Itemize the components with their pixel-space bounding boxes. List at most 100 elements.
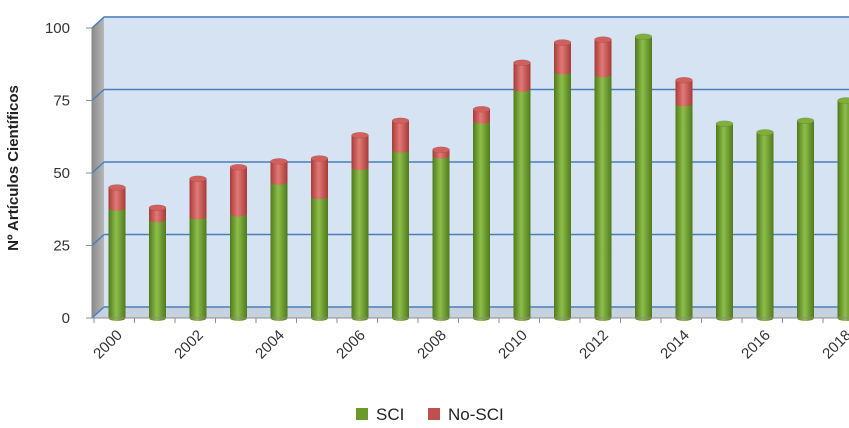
bar-group-2017 <box>796 117 815 321</box>
x-tick-label: 2012 <box>576 327 612 363</box>
bar-group-2003 <box>229 163 248 321</box>
bar-cap-2003 <box>229 163 248 171</box>
bar-sci-2010 <box>513 88 531 319</box>
bar-group-2001 <box>148 204 167 321</box>
bar-no-sci-2007 <box>392 120 409 150</box>
bar-no-sci-2003 <box>230 167 247 214</box>
bar-sci-2002 <box>189 216 207 318</box>
bar-cap-2005 <box>310 155 329 162</box>
gridline-depth <box>91 88 105 102</box>
bar-sci-2005 <box>311 196 328 318</box>
bar-no-sci-2014 <box>675 80 693 104</box>
gridline-depth <box>91 233 105 247</box>
bar-group-2016 <box>756 129 774 321</box>
bar-sci-2012 <box>594 74 612 319</box>
bar-base-no-sci-2011 <box>554 68 571 75</box>
x-tick-label: 2004 <box>252 327 288 363</box>
legend-label-sci: SCI <box>376 405 404 424</box>
bar-no-sci-2000 <box>108 187 126 208</box>
x-tick-label: 2002 <box>171 327 207 363</box>
bar-group-2011 <box>553 39 572 321</box>
bar-group-2015 <box>715 120 734 321</box>
bar-group-2000 <box>108 184 126 321</box>
bar-sci-2011 <box>554 71 571 318</box>
bar-base-no-sci-2005 <box>311 193 328 200</box>
bar-base-no-sci-2001 <box>149 216 166 223</box>
legend-item-no-sci: No-SCI <box>428 405 504 424</box>
bar-cap-2009 <box>472 105 491 113</box>
bar-cap-2015 <box>715 120 734 127</box>
bar-base-no-sci-2003 <box>230 210 247 217</box>
bar-group-2010 <box>513 59 531 321</box>
y-axis-ticks: 0 25 50 75 100 <box>45 20 92 327</box>
bar-cap-2004 <box>270 158 288 165</box>
x-tick-label: 2006 <box>333 327 369 363</box>
bar-no-sci-2010 <box>513 62 531 89</box>
bar-cap-2017 <box>796 117 815 125</box>
bar-no-sci-2001 <box>149 207 166 220</box>
bar-cap-2011 <box>553 39 572 46</box>
bar-group-2014 <box>675 76 693 321</box>
bar-group-2007 <box>391 117 410 321</box>
x-tick-label: 2000 <box>90 327 126 363</box>
y-tick-label: 0 <box>62 310 70 327</box>
x-tick-label: 2016 <box>738 327 774 363</box>
bar-group-2013 <box>634 33 653 321</box>
x-tick-label: 2008 <box>414 327 450 363</box>
bar-sci-2014 <box>675 103 693 319</box>
bar-cap-2018 <box>837 97 849 104</box>
bar-base-no-sci-2009 <box>473 117 490 124</box>
bar-cap-2016 <box>756 129 774 136</box>
bar-sci-2016 <box>756 132 774 318</box>
bar-base-no-sci-2006 <box>351 164 369 171</box>
legend-swatch-no-sci <box>428 408 440 420</box>
bar-cap-2001 <box>148 204 167 212</box>
bar-sci-2000 <box>108 207 126 318</box>
bar-no-sci-2006 <box>351 135 369 168</box>
bar-sci-2007 <box>392 149 409 318</box>
bar-group-2012 <box>594 36 612 321</box>
bar-sci-2013 <box>635 36 652 318</box>
bar-base-no-sci-2008 <box>432 152 450 159</box>
bar-group-2004 <box>270 158 288 321</box>
bar-base-no-sci-2012 <box>594 71 612 78</box>
bar-cap-2006 <box>351 132 369 139</box>
bar-sci-2008 <box>432 155 450 318</box>
legend-label-no-sci: No-SCI <box>448 405 504 424</box>
x-tick-label: 2014 <box>657 327 693 363</box>
y-tick-label: 100 <box>45 20 70 37</box>
bar-no-sci-2011 <box>554 42 571 72</box>
bar-cap-2008 <box>432 146 450 154</box>
bar-cap-2002 <box>189 175 207 183</box>
bar-base-no-sci-2000 <box>108 204 126 211</box>
y-tick-label: 25 <box>53 238 70 255</box>
bar-sci-2009 <box>473 120 490 318</box>
bar-no-sci-2005 <box>311 158 328 197</box>
bar-sci-2001 <box>149 219 166 318</box>
legend-swatch-sci <box>356 408 368 420</box>
bar-sci-2018 <box>837 100 849 318</box>
bar-group-2006 <box>351 132 369 321</box>
bar-cap-2010 <box>513 59 531 67</box>
bar-no-sci-2009 <box>473 109 490 121</box>
bar-base-no-sci-2002 <box>189 213 207 220</box>
bar-base-no-sci-2004 <box>270 178 288 185</box>
bar-group-2005 <box>310 155 329 321</box>
bar-cap-2007 <box>391 117 410 125</box>
bar-cap-2000 <box>108 184 126 191</box>
gridline-depth <box>91 16 105 29</box>
gridline-depth <box>91 306 105 319</box>
bar-sci-2006 <box>351 167 369 318</box>
bar-cap-2012 <box>594 36 612 43</box>
bars <box>108 33 849 321</box>
bar-cap-2013 <box>634 33 653 40</box>
bar-group-2002 <box>189 175 207 321</box>
y-tick-label: 50 <box>53 165 70 182</box>
gridline-depth <box>91 161 105 174</box>
y-axis-title: Nº Artículos Científicos <box>5 85 22 251</box>
bar-cap-2014 <box>675 76 693 84</box>
bar-base-no-sci-2014 <box>675 100 693 107</box>
bar-no-sci-2002 <box>189 178 207 217</box>
